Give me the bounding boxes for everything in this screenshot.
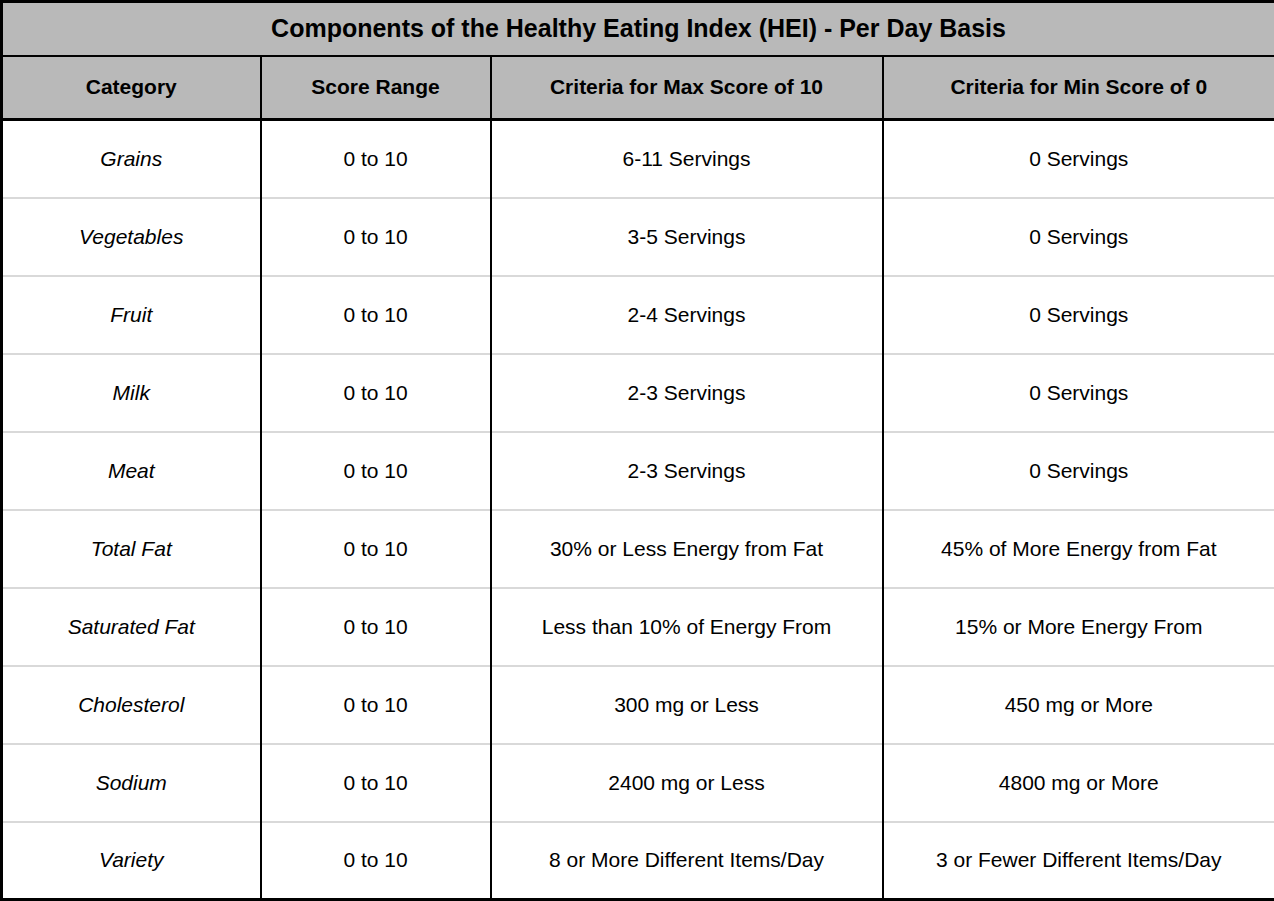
cell-min-criteria: 15% or More Energy From (883, 588, 1274, 666)
cell-score-range: 0 to 10 (261, 666, 491, 744)
table-title-row: Components of the Healthy Eating Index (… (2, 2, 1274, 56)
cell-min-criteria: 0 Servings (883, 120, 1274, 198)
cell-max-criteria: 300 mg or Less (491, 666, 883, 744)
cell-min-criteria: 0 Servings (883, 276, 1274, 354)
cell-min-criteria: 0 Servings (883, 198, 1274, 276)
hei-table-page: Components of the Healthy Eating Index (… (0, 0, 1274, 901)
cell-category: Total Fat (2, 510, 261, 588)
cell-min-criteria: 450 mg or More (883, 666, 1274, 744)
cell-score-range: 0 to 10 (261, 588, 491, 666)
col-header-category: Category (2, 56, 261, 120)
cell-max-criteria: 2-3 Servings (491, 432, 883, 510)
cell-category: Meat (2, 432, 261, 510)
cell-category: Milk (2, 354, 261, 432)
cell-max-criteria: 2-4 Servings (491, 276, 883, 354)
cell-max-criteria: 2-3 Servings (491, 354, 883, 432)
cell-max-criteria: 6-11 Servings (491, 120, 883, 198)
cell-max-criteria: 2400 mg or Less (491, 744, 883, 822)
cell-max-criteria: Less than 10% of Energy From (491, 588, 883, 666)
cell-score-range: 0 to 10 (261, 744, 491, 822)
col-header-min-criteria: Criteria for Min Score of 0 (883, 56, 1274, 120)
cell-max-criteria: 8 or More Different Items/Day (491, 822, 883, 900)
table-row: Saturated Fat 0 to 10 Less than 10% of E… (2, 588, 1274, 666)
cell-category: Cholesterol (2, 666, 261, 744)
col-header-max-criteria: Criteria for Max Score of 10 (491, 56, 883, 120)
col-header-score-range: Score Range (261, 56, 491, 120)
cell-category: Fruit (2, 276, 261, 354)
cell-category: Grains (2, 120, 261, 198)
cell-min-criteria: 3 or Fewer Different Items/Day (883, 822, 1274, 900)
cell-min-criteria: 0 Servings (883, 354, 1274, 432)
table-title: Components of the Healthy Eating Index (… (2, 2, 1274, 56)
table-header-row: Category Score Range Criteria for Max Sc… (2, 56, 1274, 120)
table-row: Milk 0 to 10 2-3 Servings 0 Servings (2, 354, 1274, 432)
table-row: Meat 0 to 10 2-3 Servings 0 Servings (2, 432, 1274, 510)
cell-min-criteria: 45% of More Energy from Fat (883, 510, 1274, 588)
table-row: Vegetables 0 to 10 3-5 Servings 0 Servin… (2, 198, 1274, 276)
cell-min-criteria: 4800 mg or More (883, 744, 1274, 822)
cell-category: Vegetables (2, 198, 261, 276)
cell-max-criteria: 30% or Less Energy from Fat (491, 510, 883, 588)
cell-category: Saturated Fat (2, 588, 261, 666)
table-row: Fruit 0 to 10 2-4 Servings 0 Servings (2, 276, 1274, 354)
cell-score-range: 0 to 10 (261, 432, 491, 510)
hei-components-table: Components of the Healthy Eating Index (… (0, 0, 1274, 901)
cell-min-criteria: 0 Servings (883, 432, 1274, 510)
table-row: Variety 0 to 10 8 or More Different Item… (2, 822, 1274, 900)
cell-category: Sodium (2, 744, 261, 822)
cell-score-range: 0 to 10 (261, 120, 491, 198)
cell-category: Variety (2, 822, 261, 900)
cell-score-range: 0 to 10 (261, 198, 491, 276)
cell-score-range: 0 to 10 (261, 354, 491, 432)
cell-score-range: 0 to 10 (261, 276, 491, 354)
cell-score-range: 0 to 10 (261, 510, 491, 588)
table-row: Grains 0 to 10 6-11 Servings 0 Servings (2, 120, 1274, 198)
table-row: Sodium 0 to 10 2400 mg or Less 4800 mg o… (2, 744, 1274, 822)
table-row: Total Fat 0 to 10 30% or Less Energy fro… (2, 510, 1274, 588)
cell-score-range: 0 to 10 (261, 822, 491, 900)
cell-max-criteria: 3-5 Servings (491, 198, 883, 276)
table-row: Cholesterol 0 to 10 300 mg or Less 450 m… (2, 666, 1274, 744)
